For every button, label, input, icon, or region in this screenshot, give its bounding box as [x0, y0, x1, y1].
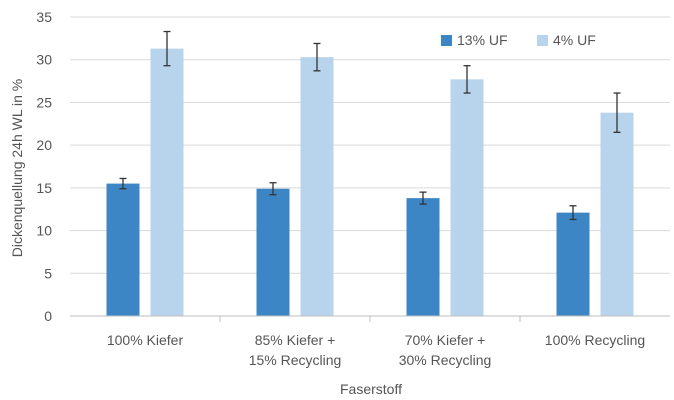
bar-13uf	[256, 188, 290, 316]
legend-label: 4% UF	[553, 32, 596, 48]
x-tick-label: 85% Kiefer +	[255, 332, 336, 348]
x-tick-label: 100% Recycling	[545, 332, 645, 348]
legend-swatch	[441, 35, 452, 46]
x-tick-label: 30% Recycling	[399, 352, 492, 368]
bars	[106, 48, 634, 317]
y-tick-label: 30	[36, 52, 52, 68]
y-axis-title: Dickenquellung 24h WL in %	[9, 79, 25, 257]
y-tick-label: 0	[44, 308, 52, 324]
x-tick-label: 15% Recycling	[249, 352, 342, 368]
bar-13uf	[406, 198, 440, 316]
bar-13uf	[556, 212, 590, 316]
x-tick-label: 100% Kiefer	[107, 332, 184, 348]
bar-4uf	[150, 48, 184, 316]
y-axis-ticks: 0 5 10 15 20 25 30 35	[36, 9, 52, 324]
bar-4uf	[600, 112, 634, 317]
y-tick-label: 15	[36, 180, 52, 196]
y-tick-label: 35	[36, 9, 52, 25]
y-tick-label: 20	[36, 137, 52, 153]
y-tick-label: 5	[44, 265, 52, 281]
bar-4uf	[300, 57, 334, 316]
x-axis-title: Faserstoff	[340, 381, 402, 397]
legend-swatch	[537, 35, 548, 46]
error-bars	[119, 30, 621, 221]
y-tick-label: 25	[36, 94, 52, 110]
legend-label: 13% UF	[457, 32, 508, 48]
y-tick-label: 10	[36, 223, 52, 239]
x-axis-ticks: 100% Kiefer 85% Kiefer + 15% Recycling 70% …	[107, 316, 645, 368]
legend: 13% UF 4% UF	[441, 32, 596, 48]
x-tick-label: 70% Kiefer +	[405, 332, 486, 348]
bar-13uf	[106, 183, 140, 316]
bar-4uf	[450, 79, 484, 316]
